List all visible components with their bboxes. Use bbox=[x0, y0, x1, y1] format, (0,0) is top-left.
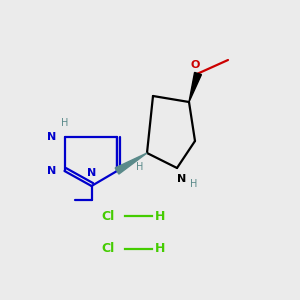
Text: N: N bbox=[47, 131, 56, 142]
Text: Cl: Cl bbox=[101, 209, 115, 223]
Text: H: H bbox=[190, 179, 198, 189]
Text: H: H bbox=[136, 161, 143, 172]
Polygon shape bbox=[189, 72, 201, 102]
Polygon shape bbox=[115, 153, 147, 174]
Text: N: N bbox=[47, 166, 56, 176]
Text: H: H bbox=[61, 118, 68, 128]
Text: Cl: Cl bbox=[101, 242, 115, 256]
Text: N: N bbox=[87, 167, 96, 178]
Text: O: O bbox=[191, 59, 200, 70]
Text: H: H bbox=[155, 209, 166, 223]
Text: N: N bbox=[177, 173, 186, 184]
Text: H: H bbox=[155, 242, 166, 256]
